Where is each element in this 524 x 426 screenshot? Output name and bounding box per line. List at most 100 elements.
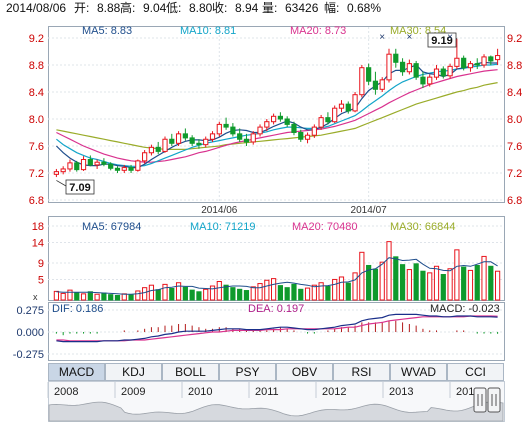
candle-body xyxy=(427,76,433,85)
tab-psy[interactable]: PSY xyxy=(219,363,276,381)
candle-body xyxy=(291,123,297,134)
volume-ma-legend: MA5: 67984 MA10: 71219 MA20: 70480 MA30: 66… xyxy=(82,221,455,233)
volume-bar xyxy=(406,269,412,301)
volume-bar xyxy=(366,264,372,301)
volume-bar xyxy=(420,270,426,301)
tab-label[interactable]: CCI xyxy=(465,365,486,379)
event-marker[interactable]: × xyxy=(379,32,385,43)
volume-bar xyxy=(277,285,283,301)
candle-body xyxy=(121,167,127,171)
volume-ma-legend-item: MA10: 71219 xyxy=(190,221,255,233)
volume-bar xyxy=(162,283,168,301)
tab-background[interactable] xyxy=(105,363,162,381)
tab-rsi[interactable]: RSI xyxy=(333,363,390,381)
price-tick-right: 9.2 xyxy=(507,33,522,45)
candle-body xyxy=(447,65,453,77)
volume-bar xyxy=(304,287,311,301)
tab-label[interactable]: KDJ xyxy=(122,365,145,379)
candle xyxy=(148,144,155,156)
tab-macd[interactable]: MACD xyxy=(48,363,105,381)
price-ma-legend: MA5: 8.83 MA10: 8.81 MA20: 8.73 MA30: 8.54 xyxy=(82,25,446,37)
volume-bar xyxy=(87,291,93,301)
ohlc-header: 2014/08/06 开: 8.88 高: 9.04 低: 8.80 收: 8.… xyxy=(6,0,381,15)
candle xyxy=(189,135,195,146)
dea-label: DEA: 0.197 xyxy=(248,303,304,315)
tab-background[interactable] xyxy=(219,363,276,381)
candle xyxy=(386,48,392,83)
tab-wvad[interactable]: WVAD xyxy=(390,363,447,381)
event-marker[interactable]: × xyxy=(447,32,453,43)
tab-label[interactable]: WVAD xyxy=(401,365,436,379)
candle-body xyxy=(155,146,161,152)
handle-left-grip[interactable] xyxy=(473,387,487,413)
tab-background[interactable] xyxy=(162,363,219,381)
candle-body xyxy=(128,167,134,171)
candle xyxy=(488,55,494,65)
tab-kdj[interactable]: KDJ xyxy=(105,363,162,381)
candle xyxy=(67,159,73,172)
candle xyxy=(352,92,358,113)
candle xyxy=(284,116,290,128)
volume-bar xyxy=(67,289,73,301)
handle-right-grip[interactable] xyxy=(487,387,501,413)
macd-lines xyxy=(56,313,498,343)
candle-body xyxy=(209,133,216,140)
volume-bar xyxy=(474,264,480,301)
volume-axis: 18 14 9 5 xyxy=(32,221,44,286)
tab-cci[interactable]: CCI xyxy=(447,363,504,381)
tab-label[interactable]: MACD xyxy=(59,365,95,379)
tab-label[interactable]: OBV xyxy=(292,365,317,379)
volume-tick: 18 xyxy=(32,221,44,233)
volume-bar xyxy=(189,289,195,301)
timeline-year: 2012 xyxy=(322,386,346,398)
ma10-line xyxy=(56,63,498,167)
tab-background[interactable] xyxy=(333,363,390,381)
tab-background[interactable] xyxy=(48,363,105,381)
tab-boll[interactable]: BOLL xyxy=(162,363,219,381)
tab-label[interactable]: PSY xyxy=(235,365,259,379)
timeline-year: 2008 xyxy=(54,386,78,398)
candle xyxy=(196,139,202,149)
candlesticks xyxy=(53,38,501,178)
candle-body xyxy=(318,117,324,128)
candle xyxy=(325,112,331,125)
volume-bar xyxy=(427,272,433,301)
candle-body xyxy=(413,63,419,78)
candle-body xyxy=(189,137,195,144)
volume-bar xyxy=(135,290,141,301)
header-low: 8.80 xyxy=(189,1,213,15)
tab-background[interactable] xyxy=(276,363,333,381)
volume-bar xyxy=(101,292,107,301)
candle xyxy=(257,124,263,137)
volume-bar xyxy=(250,286,256,301)
volume-bar xyxy=(128,294,134,301)
volume-bar xyxy=(209,285,216,301)
macd-tick: 0.275 xyxy=(16,305,44,317)
tab-background[interactable] xyxy=(390,363,447,381)
candle-body xyxy=(271,115,277,123)
candle-body xyxy=(74,162,80,171)
volume-bar xyxy=(481,255,487,301)
timeline-right-handle[interactable] xyxy=(473,387,501,413)
price-tick-left: 8.0 xyxy=(29,114,44,126)
event-marker[interactable]: × xyxy=(406,32,412,43)
volume-bar xyxy=(352,272,358,301)
high-label: 9.19 xyxy=(431,35,452,47)
candle xyxy=(114,166,121,173)
tab-background[interactable] xyxy=(447,363,504,381)
tab-label[interactable]: BOLL xyxy=(175,365,206,379)
volume-ma-legend-item: MA30: 66844 xyxy=(390,221,455,233)
candle xyxy=(121,164,127,173)
timeline-sparkline xyxy=(48,401,504,422)
tab-label[interactable]: RSI xyxy=(351,365,371,379)
header-close: 8.94 xyxy=(235,1,259,15)
high-label-box xyxy=(427,32,457,48)
candle-body xyxy=(101,161,107,165)
dif-label: DIF: 0.186 xyxy=(52,303,103,315)
volume-bar xyxy=(142,287,148,301)
price-tick-left: 8.4 xyxy=(29,87,44,99)
tab-obv[interactable]: OBV xyxy=(276,363,333,381)
header-close-label: 收: xyxy=(212,1,227,15)
volume-bar xyxy=(440,274,446,301)
candle xyxy=(379,77,385,92)
